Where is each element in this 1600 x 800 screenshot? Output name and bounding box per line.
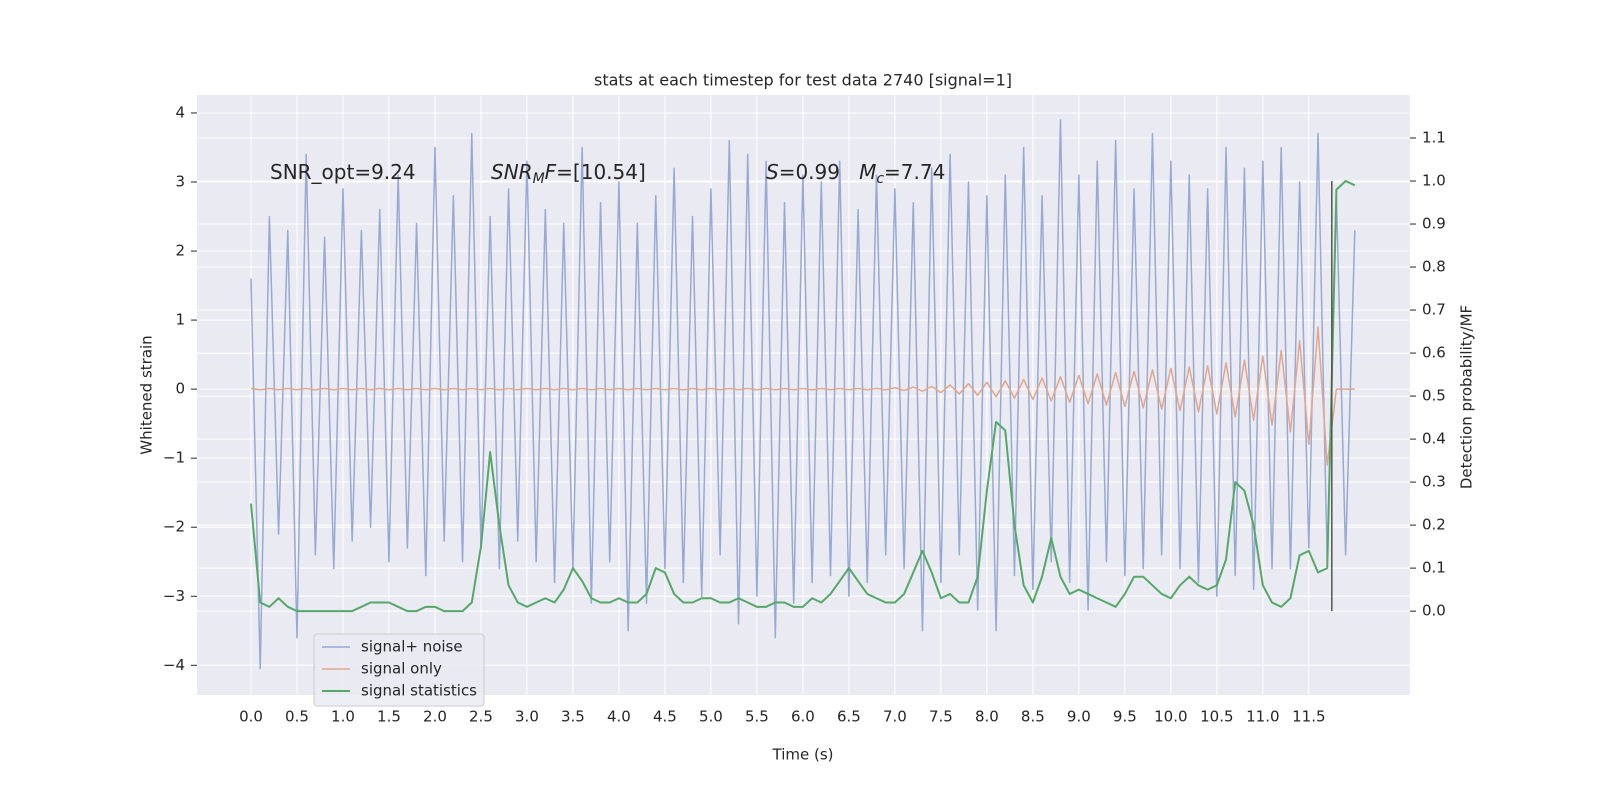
x-tick-label: 2.5 bbox=[469, 708, 493, 726]
y-tick-label: 4 bbox=[175, 103, 185, 121]
annotation-part: SNR bbox=[491, 160, 533, 184]
y2-tick-label: 1.0 bbox=[1422, 172, 1446, 190]
x-tick-label: 6.5 bbox=[837, 708, 861, 726]
x-tick-label: 9.0 bbox=[1067, 708, 1091, 726]
x-tick-label: 1.5 bbox=[377, 708, 401, 726]
x-tick-label: 4.0 bbox=[607, 708, 631, 726]
legend-box bbox=[313, 633, 485, 707]
x-tick-label: 4.5 bbox=[653, 708, 677, 726]
x-tick-label: 10.0 bbox=[1154, 708, 1187, 726]
series-line bbox=[250, 326, 1355, 466]
annotation-part: S bbox=[766, 160, 779, 184]
y2-tick-label: 0.0 bbox=[1422, 602, 1446, 620]
y2-tick-label: 0.8 bbox=[1422, 258, 1446, 276]
y-tick-label: −3 bbox=[163, 587, 185, 605]
y-tick-label: −4 bbox=[163, 656, 185, 674]
x-tick-label: 5.5 bbox=[745, 708, 769, 726]
x-tick-label: 10.5 bbox=[1200, 708, 1233, 726]
y-tick-label: 3 bbox=[175, 172, 185, 190]
x-tick-label: 3.5 bbox=[561, 708, 585, 726]
y2-tick-label: 0.7 bbox=[1422, 301, 1446, 319]
x-tick-label: 11.5 bbox=[1292, 708, 1325, 726]
annotation: SNR_opt=9.24 bbox=[270, 160, 416, 184]
y-tick-label: 2 bbox=[175, 242, 185, 260]
y-tick-label: −2 bbox=[163, 518, 185, 536]
annotation-part: SNR_opt=9.24 bbox=[270, 160, 416, 184]
x-tick-label: 3.0 bbox=[515, 708, 539, 726]
x-tick-label: 1.0 bbox=[331, 708, 355, 726]
legend-label: signal only bbox=[361, 660, 442, 678]
x-tick-label: 0.0 bbox=[239, 708, 263, 726]
x-tick-label: 8.5 bbox=[1021, 708, 1045, 726]
y-axis-label: Whitened strain bbox=[138, 335, 156, 454]
y2-tick-label: 0.2 bbox=[1422, 516, 1446, 534]
annotation: S=0.99 Mc=7.74 bbox=[766, 160, 945, 188]
x-tick-label: 8.0 bbox=[975, 708, 999, 726]
y2-tick-label: 0.9 bbox=[1422, 215, 1446, 233]
legend-label: signal statistics bbox=[361, 682, 477, 700]
x-tick-label: 5.0 bbox=[699, 708, 723, 726]
annotation-part: c bbox=[876, 171, 884, 187]
annotation-part: M bbox=[859, 160, 876, 184]
x-tick-label: 7.0 bbox=[883, 708, 907, 726]
y2-axis-label: Detection probability/MF bbox=[1458, 305, 1476, 489]
chart-title: stats at each timestep for test data 274… bbox=[594, 71, 1012, 90]
y-tick-label: 1 bbox=[175, 311, 185, 329]
y2-tick-label: 0.1 bbox=[1422, 559, 1446, 577]
y2-tick-label: 1.1 bbox=[1422, 129, 1446, 147]
y-tick-label: 0 bbox=[175, 380, 185, 398]
annotation-part: M bbox=[533, 171, 545, 187]
annotation-part: =[10.54] bbox=[556, 160, 646, 184]
y2-tick-label: 0.5 bbox=[1422, 387, 1446, 405]
annotation-part: =0.99 bbox=[779, 160, 859, 184]
y2-tick-label: 0.4 bbox=[1422, 430, 1446, 448]
legend-label: signal+ noise bbox=[361, 638, 463, 656]
x-tick-label: 2.0 bbox=[423, 708, 447, 726]
y-tick-label: −1 bbox=[163, 449, 185, 467]
annotation: SNRMF=[10.54] bbox=[491, 160, 646, 188]
y2-tick-label: 0.3 bbox=[1422, 473, 1446, 491]
y2-tick-label: 0.6 bbox=[1422, 344, 1446, 362]
series-line bbox=[249, 180, 1356, 613]
x-tick-label: 11.0 bbox=[1246, 708, 1279, 726]
annotation-part: =7.74 bbox=[884, 160, 945, 184]
x-tick-label: 9.5 bbox=[1113, 708, 1137, 726]
x-tick-label: 7.5 bbox=[929, 708, 953, 726]
x-tick-label: 6.0 bbox=[791, 708, 815, 726]
annotation-part: F bbox=[545, 160, 557, 184]
series-line bbox=[250, 119, 1356, 670]
x-axis-label: Time (s) bbox=[772, 746, 834, 764]
x-tick-label: 0.5 bbox=[285, 708, 309, 726]
